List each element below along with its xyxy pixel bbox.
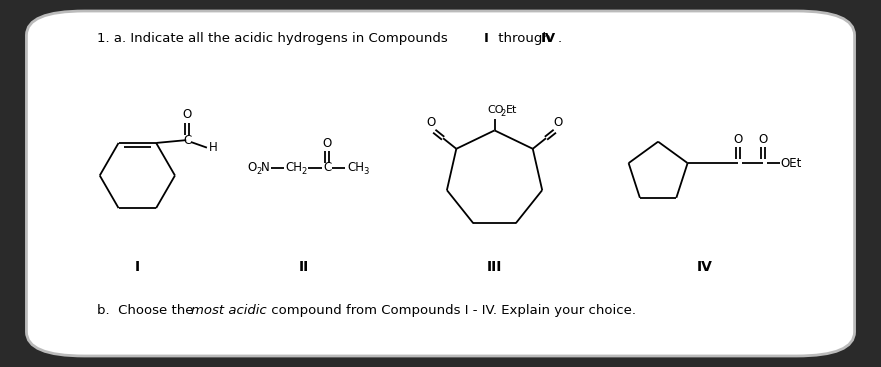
Text: compound from Compounds I - IV. Explain your choice.: compound from Compounds I - IV. Explain … <box>267 304 636 317</box>
Text: 2: 2 <box>500 109 506 118</box>
Text: O: O <box>322 137 332 150</box>
Text: II: II <box>299 260 309 274</box>
Text: H: H <box>209 141 218 154</box>
Text: through: through <box>493 32 555 45</box>
Text: 2: 2 <box>301 167 307 176</box>
Text: C: C <box>183 134 191 147</box>
Text: O: O <box>182 108 192 121</box>
Text: C: C <box>323 161 331 174</box>
Text: CH: CH <box>285 161 302 174</box>
Text: I: I <box>485 32 489 45</box>
Text: 3: 3 <box>363 167 368 176</box>
FancyBboxPatch shape <box>26 11 855 356</box>
Text: O: O <box>248 161 256 174</box>
Text: .: . <box>558 32 562 45</box>
Text: I: I <box>135 260 140 274</box>
Text: CO: CO <box>487 105 504 115</box>
Text: O: O <box>734 133 743 146</box>
Text: b.  Choose the: b. Choose the <box>97 304 197 317</box>
Text: 2: 2 <box>256 167 262 176</box>
Text: III: III <box>487 260 502 274</box>
Text: O: O <box>553 116 562 129</box>
Text: N: N <box>261 161 270 174</box>
Text: OEt: OEt <box>781 157 802 170</box>
Text: Et: Et <box>506 105 517 115</box>
Text: 1. a. Indicate all the acidic hydrogens in Compounds: 1. a. Indicate all the acidic hydrogens … <box>97 32 452 45</box>
Text: O: O <box>426 116 436 129</box>
Text: IV: IV <box>697 260 713 274</box>
Text: most acidic: most acidic <box>191 304 267 317</box>
Text: CH: CH <box>347 161 364 174</box>
Text: IV: IV <box>541 32 556 45</box>
Text: O: O <box>759 133 767 146</box>
